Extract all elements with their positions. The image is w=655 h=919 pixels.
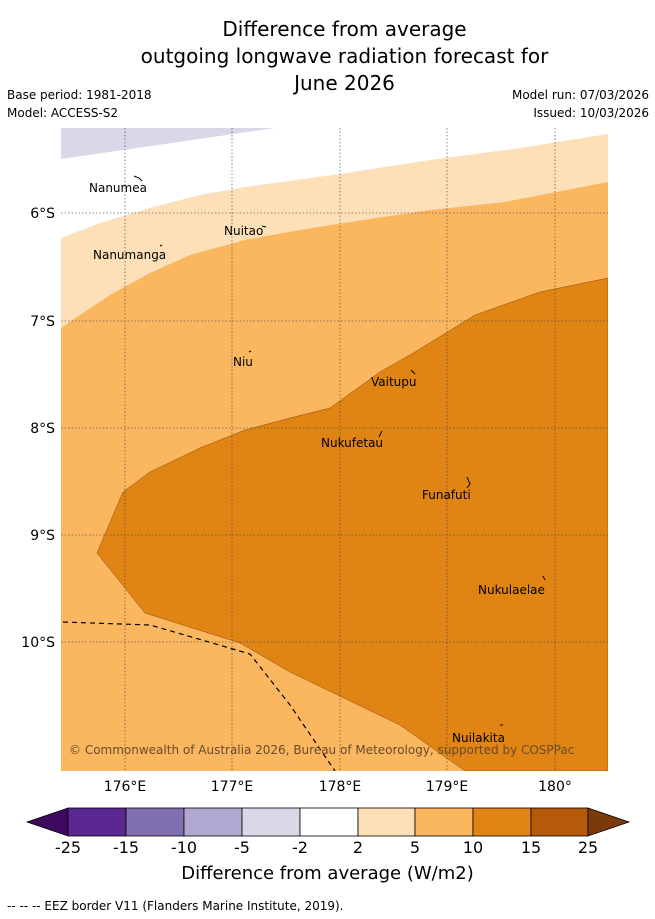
island-label: Nukufetau [321, 436, 383, 450]
colorbar-tick-label: 15 [521, 838, 541, 857]
colorbar-label: Difference from average (W/m2) [181, 863, 474, 884]
colorbar-tick-label: -2 [292, 838, 308, 857]
island-label: Nanumanga [93, 248, 166, 262]
colorbar-tick-label: 5 [410, 838, 420, 857]
colorbar-swatch [125, 807, 185, 837]
y-tick-label: 8°S [30, 421, 55, 437]
x-tick-label: 177°E [211, 779, 254, 795]
map-plot: Nanumea Nuitao Nanumanga Niu Vaitupu Nuk… [61, 128, 608, 771]
title-line: June 2026 [294, 71, 395, 95]
eez-legend-note: -- -- -- EEZ border V11 (Flanders Marine… [7, 899, 344, 913]
colorbar-swatch [299, 807, 359, 837]
island-label: Nukulaelae [478, 583, 545, 597]
colorbar-tick-label: -10 [171, 838, 197, 857]
model-run: Model run: 07/03/2026 [511, 88, 649, 102]
eez-border [62, 621, 336, 771]
anomaly-region-neutral [61, 128, 608, 238]
y-axis-ticks: 6°S 7°S 8°S 9°S 10°S [21, 206, 55, 651]
colorbar-tick-label: -15 [113, 838, 139, 857]
colorbar-swatch [241, 807, 301, 837]
chart-title: Difference from average outgoing longwav… [0, 16, 655, 97]
colorbar [25, 807, 631, 837]
base-period: Base period: 1981-2018 [7, 88, 152, 102]
title-line: outgoing longwave radiation forecast for [140, 44, 549, 68]
island-shape-nukulaelae [542, 575, 546, 581]
island-shape-funafuti [466, 476, 471, 489]
colorbar-tick-label: 25 [578, 838, 598, 857]
colorbar-swatch [183, 807, 243, 837]
colorbar-swatch [530, 807, 589, 837]
colorbar-tick-label: 10 [463, 838, 483, 857]
x-tick-label: 179°E [426, 779, 469, 795]
island-shapes [133, 175, 546, 726]
colorbar-ticks: -25 -15 -10 -5 -2 2 5 10 15 25 [55, 838, 598, 857]
colorbar-swatch [357, 807, 416, 837]
colorbar-tick-label: -25 [55, 838, 81, 857]
colorbar-swatch [414, 807, 474, 837]
colorbar-max-arrow [587, 807, 631, 837]
issued-date: Issued: 10/03/2026 [533, 106, 649, 120]
island-label: Niu [233, 355, 253, 369]
island-labels: Nanumea Nuitao Nanumanga Niu Vaitupu Nuk… [89, 181, 545, 745]
island-shape-nanumea [133, 175, 143, 182]
island-label: Nuitao [224, 224, 263, 238]
x-axis-ticks: 176°E 177°E 178°E 179°E 180° [104, 779, 572, 795]
x-tick-label: 180° [538, 779, 572, 795]
y-tick-label: 9°S [30, 528, 55, 544]
anomaly-region-10-15 [96, 277, 608, 771]
model-name: Model: ACCESS-S2 [7, 106, 119, 120]
island-shape-nanumanga [159, 244, 163, 247]
x-tick-label: 178°E [319, 779, 362, 795]
x-tick-label: 176°E [104, 779, 147, 795]
island-label: Nuilakita [452, 731, 505, 745]
island-shape-vaitupu [410, 369, 416, 375]
colorbar-swatch [472, 807, 532, 837]
gridlines [61, 128, 608, 771]
island-label: Vaitupu [371, 375, 417, 389]
colorbar-min-arrow [25, 807, 69, 837]
y-tick-label: 6°S [30, 206, 55, 222]
colorbar-swatch [67, 807, 127, 837]
anomaly-region-minus-2-5 [61, 128, 275, 159]
island-shape-nuitao [261, 225, 267, 228]
title-line: Difference from average [222, 17, 467, 41]
colorbar-tick-label: -5 [234, 838, 250, 857]
y-tick-label: 7°S [30, 314, 55, 330]
island-shape-niu [248, 350, 252, 353]
colorbar-tick-label: 2 [353, 838, 363, 857]
island-label: Funafuti [422, 488, 471, 502]
copyright-text: © Commonwealth of Australia 2026, Bureau… [69, 743, 574, 757]
island-label: Nanumea [89, 181, 147, 195]
island-shape-nukufetau [378, 430, 383, 438]
y-tick-label: 10°S [21, 635, 55, 651]
